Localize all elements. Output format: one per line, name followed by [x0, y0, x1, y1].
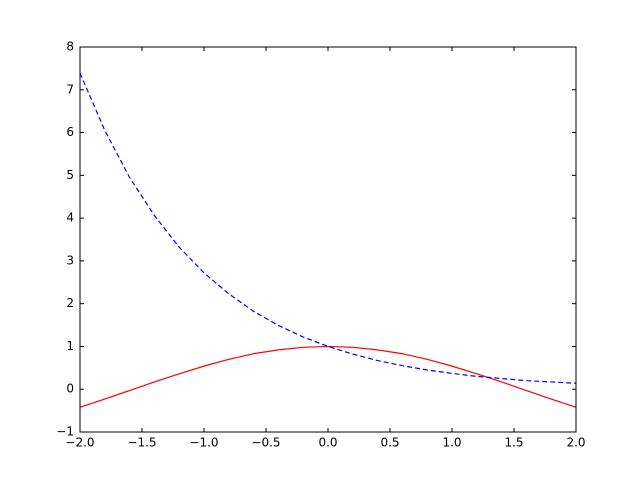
y-tick-label: 6 [66, 125, 74, 139]
y-tick-label: −1 [56, 425, 74, 439]
x-tick-label: −1.5 [127, 436, 156, 450]
line-series [79, 345, 577, 408]
plot-frame [79, 46, 577, 433]
y-tick-label: 3 [66, 253, 74, 267]
x-tick-label: −0.5 [251, 436, 280, 450]
x-tick-label: 0.5 [380, 436, 399, 450]
y-tick-label: 0 [66, 382, 74, 396]
x-tick-label: 2.0 [566, 436, 585, 450]
y-tick-label: 1 [66, 339, 74, 353]
y-tick-label: 4 [66, 211, 74, 225]
x-tick-label: 0.0 [318, 436, 337, 450]
y-tick-label: 8 [66, 40, 74, 54]
x-tick-label: 1.0 [442, 436, 461, 450]
x-tick-label: −2.0 [65, 436, 94, 450]
x-tick-label: 1.5 [504, 436, 523, 450]
y-tick-label: 5 [66, 168, 74, 182]
y-tick-label: 2 [66, 296, 74, 310]
y-tick-label: 7 [66, 82, 74, 96]
x-tick-label: −1.0 [189, 436, 218, 450]
